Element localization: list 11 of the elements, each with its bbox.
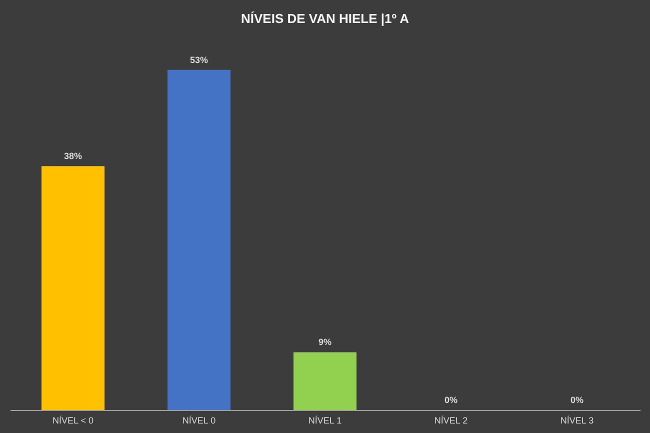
x-tick-label: NÍVEL < 0 [52,416,94,426]
x-tick-label: NÍVEL 2 [434,416,468,426]
x-tick-label: NÍVEL 1 [308,416,342,426]
data-label: 0% [570,395,584,405]
x-tick-label: NÍVEL 0 [182,416,216,426]
data-label: 9% [318,337,332,348]
data-label: 38% [64,151,82,162]
data-label: 53% [190,54,208,65]
data-label: 0% [444,395,458,405]
chart-title: NÍVEIS DE VAN HIELE |1º A [240,10,410,26]
x-tick-label: NÍVEL 3 [560,416,594,426]
